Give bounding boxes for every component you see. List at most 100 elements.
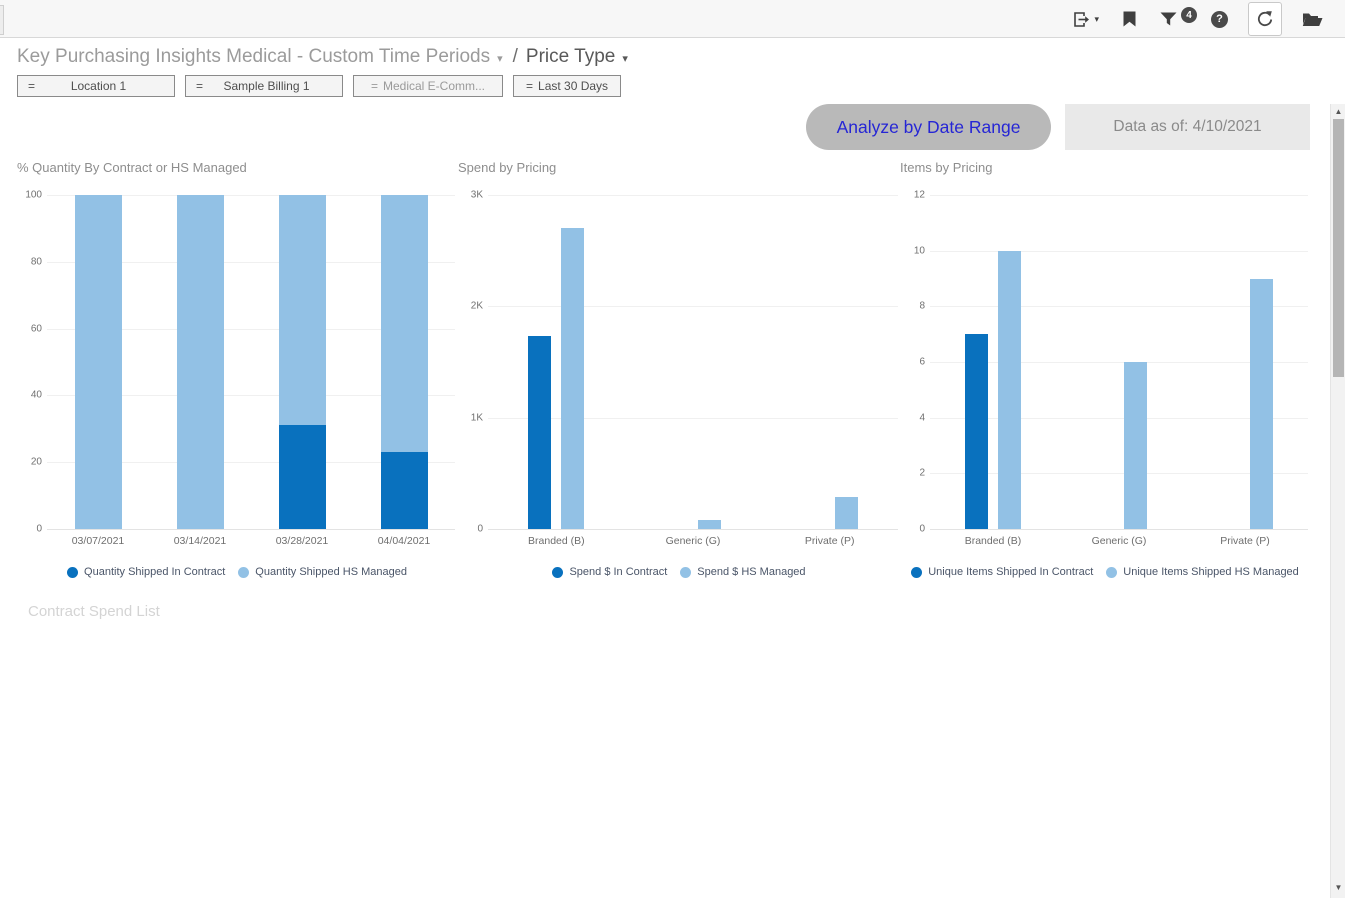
gridline [488, 195, 898, 196]
gridline [488, 306, 898, 308]
x-axis-label: 03/28/2021 [275, 535, 329, 547]
bookmark-icon [1123, 11, 1136, 27]
y-axis-label: 1K [470, 412, 483, 424]
chart-spend-by-pricing: Spend by Pricing 0 1K 2K 3K Branded (B) Gene… [458, 160, 900, 578]
bar-segment[interactable] [380, 195, 428, 453]
legend-swatch [67, 566, 79, 578]
panel-edge-divider [0, 5, 4, 35]
bar-segment[interactable] [698, 520, 721, 529]
scrollbar-thumb[interactable] [1333, 119, 1344, 377]
chart-legend: Spend $ In Contract Spend $ HS Managed [458, 566, 900, 578]
bar-segment[interactable] [278, 195, 326, 426]
filter-button[interactable]: 4 [1148, 0, 1199, 38]
bar-segment[interactable] [1124, 362, 1147, 529]
legend-swatch [911, 566, 923, 578]
gridline [930, 417, 1308, 419]
chart-plot-area: 0 20 40 60 80 100 [17, 190, 457, 535]
top-toolbar: ▾ 4 ? [0, 0, 1345, 38]
legend-item[interactable]: Quantity Shipped In Contract [67, 566, 225, 578]
bar-segment[interactable] [380, 452, 428, 529]
bar-segment[interactable] [278, 425, 326, 529]
filter-label: Last 30 Days [538, 79, 609, 93]
filter-icon [1160, 12, 1177, 26]
legend-swatch [1106, 566, 1118, 578]
filter-chip-row: = Location 1 = Sample Billing 1 = Medica… [17, 75, 622, 97]
filter-chip-catalog[interactable]: = Medical E-Comm... [353, 75, 503, 97]
gridline [47, 328, 455, 330]
filter-label: Location 1 [70, 79, 127, 93]
legend-swatch [552, 566, 564, 578]
dashboard-title-dropdown[interactable]: Key Purchasing Insights Medical - Custom… [17, 46, 491, 67]
legend-swatch [680, 566, 692, 578]
legend-item[interactable]: Spend $ In Contract [552, 566, 667, 578]
legend-label: Quantity Shipped HS Managed [255, 566, 407, 578]
y-axis-label: 0 [36, 523, 42, 535]
legend-label: Unique Items Shipped In Contract [928, 566, 1094, 578]
gridline [488, 529, 898, 530]
folder-icon [1302, 12, 1323, 27]
y-axis-label: 2 [919, 467, 925, 479]
y-axis-label: 20 [30, 456, 42, 468]
help-button[interactable]: ? [1199, 0, 1240, 38]
gridline [488, 417, 898, 419]
bar-segment[interactable] [1250, 278, 1273, 529]
bar-segment[interactable] [528, 336, 552, 529]
chart-x-axis: Branded (B) Generic (G) Private (P) [458, 529, 900, 549]
filter-operator: = [28, 79, 36, 93]
toolbar-icon-group: ▾ 4 ? [1061, 0, 1335, 38]
filter-chip-date-range[interactable]: = Last 30 Days [513, 75, 622, 97]
y-axis-label: 4 [919, 412, 925, 424]
gridline [47, 261, 455, 263]
bar-segment[interactable] [965, 334, 988, 529]
legend-item[interactable]: Unique Items Shipped In Contract [911, 566, 1093, 578]
y-axis-label: 3K [470, 189, 483, 201]
x-axis-label: Private (P) [1220, 535, 1270, 547]
chart-title: Spend by Pricing [458, 160, 557, 175]
bar-segment[interactable] [998, 250, 1021, 529]
legend-item[interactable]: Spend $ HS Managed [680, 566, 806, 578]
x-axis-label: Private (P) [804, 535, 855, 547]
filter-chip-billing[interactable]: = Sample Billing 1 [185, 75, 343, 97]
chevron-down-icon[interactable]: ▾ [497, 53, 503, 65]
scroll-down-arrow-icon[interactable]: ▼ [1334, 883, 1343, 892]
y-axis-label: 2K [470, 300, 483, 312]
refresh-icon [1248, 2, 1282, 36]
page-title-dropdown[interactable]: Price Type [525, 46, 616, 67]
bar-segment[interactable] [561, 228, 585, 529]
chevron-down-icon[interactable]: ▾ [622, 53, 628, 65]
filter-operator: = [526, 79, 534, 93]
chart-title: Items by Pricing [900, 160, 993, 175]
legend-item[interactable]: Unique Items Shipped HS Managed [1106, 566, 1299, 578]
y-axis-label: 8 [919, 300, 925, 312]
legend-label: Spend $ In Contract [569, 566, 668, 578]
bar-segment[interactable] [74, 195, 122, 529]
gridline [930, 473, 1308, 475]
y-axis-label: 6 [919, 356, 925, 368]
contract-spend-list-title: Contract Spend List [28, 603, 160, 620]
filter-operator: = [196, 79, 204, 93]
scroll-up-arrow-icon[interactable]: ▲ [1334, 107, 1343, 116]
bar-segment[interactable] [176, 195, 224, 529]
y-axis-label: 100 [25, 189, 42, 201]
y-axis-label: 60 [30, 323, 42, 335]
filter-label: Sample Billing 1 [223, 79, 310, 93]
filter-count-badge: 4 [1181, 7, 1197, 23]
help-icon: ? [1211, 10, 1228, 28]
filter-operator: = [370, 79, 378, 93]
gridline [930, 529, 1308, 530]
workbook-button[interactable] [1290, 0, 1335, 38]
gridline [47, 529, 455, 530]
x-axis-label: Generic (G) [1091, 535, 1147, 547]
chart-title: % Quantity By Contract or HS Managed [17, 160, 247, 175]
legend-label: Quantity Shipped In Contract [84, 566, 226, 578]
bar-segment[interactable] [834, 496, 858, 529]
analyze-by-date-range-button[interactable]: Analyze by Date Range [806, 104, 1051, 150]
legend-item[interactable]: Quantity Shipped HS Managed [238, 566, 407, 578]
vertical-scrollbar[interactable]: ▲ ▼ [1330, 104, 1345, 898]
data-as-of-label: Data as of: 4/10/2021 [1065, 104, 1310, 150]
gridline [930, 306, 1308, 308]
refresh-button[interactable] [1240, 0, 1290, 38]
filter-chip-location[interactable]: = Location 1 [17, 75, 175, 97]
bookmark-button[interactable] [1111, 0, 1148, 38]
export-button[interactable]: ▾ [1061, 0, 1111, 38]
